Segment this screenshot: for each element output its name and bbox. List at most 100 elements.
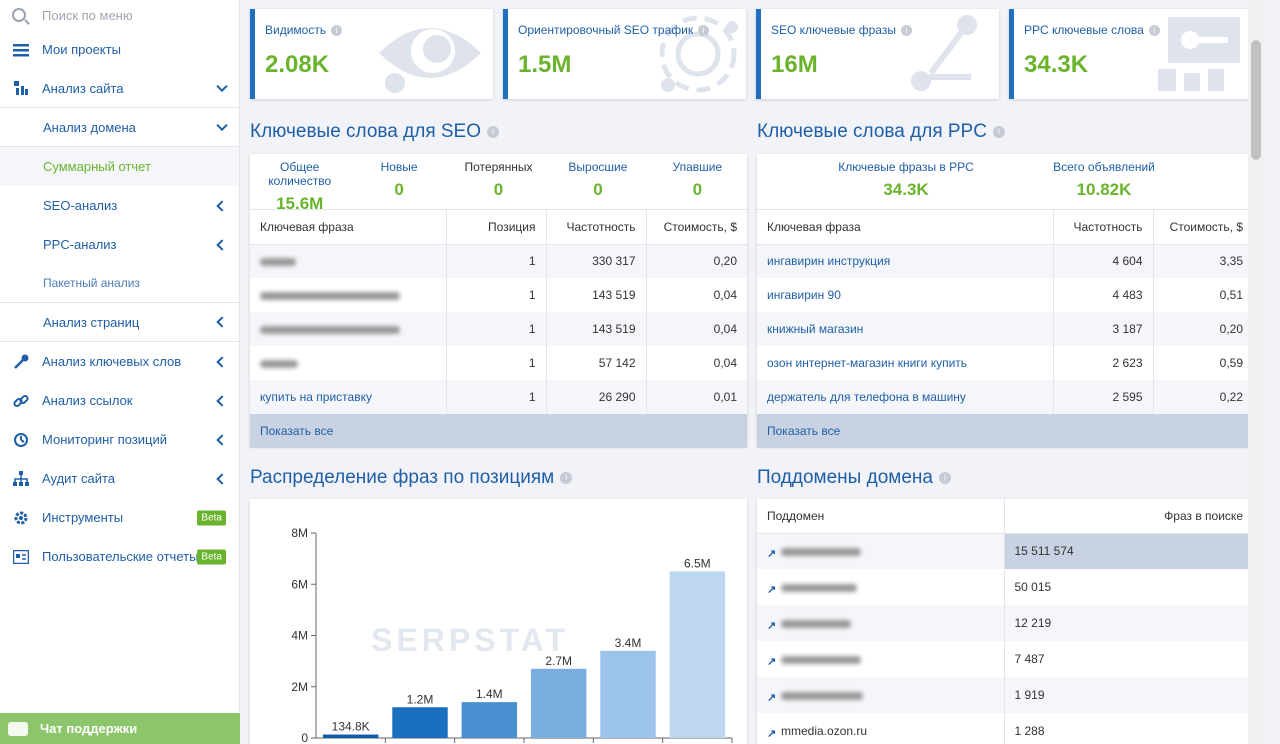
sidebar-item-summary-report[interactable]: Суммарный отчет bbox=[0, 147, 239, 186]
subdomain-cell[interactable]: ↗ mmedia.ozon.ru bbox=[757, 713, 1004, 744]
keyword-cell[interactable]: ингавирин инструкция bbox=[757, 244, 1053, 278]
info-icon[interactable]: i bbox=[900, 24, 912, 36]
info-icon[interactable]: i bbox=[1148, 24, 1160, 36]
sidebar-item-label: Суммарный отчет bbox=[43, 159, 151, 174]
info-icon[interactable]: i bbox=[560, 472, 573, 484]
bar bbox=[392, 707, 448, 738]
frequency-cell: 26 290 bbox=[545, 380, 646, 414]
support-chat-button[interactable]: Чат поддержки bbox=[0, 713, 240, 744]
sidebar-item-position-monitoring[interactable]: Мониторинг позиций bbox=[0, 420, 239, 459]
info-icon[interactable]: i bbox=[698, 24, 710, 36]
column-header[interactable]: Ключевая фраза bbox=[757, 210, 1053, 245]
subdomain-cell[interactable]: ↗ bbox=[757, 569, 1004, 605]
search-icon bbox=[12, 8, 26, 22]
external-link-icon[interactable]: ↗ bbox=[767, 691, 777, 704]
chevron-left-icon bbox=[216, 433, 228, 446]
page-scrollbar[interactable] bbox=[1248, 0, 1264, 744]
ppc-keywords-table: Ключевая фраза Частотность Стоимость, $ … bbox=[757, 210, 1253, 414]
keyword-cell[interactable] bbox=[250, 278, 446, 312]
keyword-cell[interactable]: книжный магазин bbox=[757, 312, 1053, 346]
subdomain-cell[interactable]: ↗ bbox=[757, 677, 1004, 713]
keyword-cell[interactable]: держатель для телефона в машину bbox=[757, 380, 1053, 414]
kpi-seo-traffic: Ориентировочный SEO трафик i 1.5M bbox=[503, 9, 746, 99]
keyword-cell[interactable] bbox=[250, 244, 446, 278]
stat-label: Потерянных bbox=[464, 160, 533, 174]
table-row: ↗ 15 511 574 bbox=[757, 533, 1253, 569]
column-header[interactable]: Стоимость, $ bbox=[1152, 210, 1253, 245]
sidebar-item-tools[interactable]: Инструменты Beta bbox=[0, 498, 239, 537]
column-header[interactable]: Ключевая фраза bbox=[250, 210, 446, 245]
info-icon[interactable]: i bbox=[487, 126, 500, 138]
subdomain-cell[interactable]: ↗ bbox=[757, 605, 1004, 641]
blurred-text bbox=[260, 325, 400, 334]
table-row: ↗ 1 919 bbox=[757, 677, 1253, 713]
table-row: ↗ 12 219 bbox=[757, 605, 1253, 641]
keyword-cell[interactable]: купить на приставку bbox=[250, 380, 446, 414]
external-link-icon[interactable]: ↗ bbox=[767, 548, 777, 561]
external-link-icon[interactable]: ↗ bbox=[767, 727, 777, 740]
keyword-cell[interactable]: озон интернет-магазин книги купить bbox=[767, 356, 968, 370]
cost-cell: 0,01 bbox=[645, 380, 747, 414]
show-all-seo-link[interactable]: Показать все bbox=[250, 414, 747, 448]
stat-label[interactable]: Новые bbox=[380, 160, 418, 174]
stat-declined: Упавшие 0 bbox=[648, 154, 747, 209]
column-header[interactable]: Поддомен bbox=[757, 499, 1004, 534]
table-row: ингавирин 90 4 483 0,51 bbox=[757, 278, 1253, 312]
column-header[interactable]: Стоимость, $ bbox=[645, 210, 747, 245]
subdomain-cell[interactable]: ↗ bbox=[757, 641, 1004, 677]
sidebar-item-seo-analysis[interactable]: SEO-анализ bbox=[0, 186, 239, 225]
info-icon[interactable]: i bbox=[331, 24, 343, 36]
seo-stats: Общее количество 15.6M Новые 0 Потерянных 0… bbox=[250, 154, 747, 213]
sidebar-item-label: Инструменты bbox=[42, 510, 124, 525]
stat-label[interactable]: Всего объявлений bbox=[1053, 160, 1155, 174]
blurred-text bbox=[260, 359, 298, 368]
external-link-icon[interactable]: ↗ bbox=[767, 583, 777, 596]
sidebar-item-label: Мониторинг позиций bbox=[42, 432, 168, 447]
distribution-chart-card: SERPSTAT 0 2M 4M 6M 8M 134.8K 1.2M 1.4M 2.7M 3.4M… bbox=[250, 499, 747, 744]
table-row: ингавирин инструкция 4 604 3,35 bbox=[757, 244, 1253, 278]
column-header[interactable]: Позиция bbox=[445, 210, 546, 245]
scrollbar-thumb[interactable] bbox=[1251, 40, 1261, 160]
stat-label[interactable]: Общее количество bbox=[268, 160, 332, 188]
stat-value: 34.3K bbox=[883, 180, 929, 199]
sidebar-item-label: Анализ страниц bbox=[43, 314, 140, 330]
stat-improved: Выросшие 0 bbox=[548, 154, 647, 209]
sidebar-item-projects[interactable]: Мои проекты bbox=[0, 30, 239, 69]
keyword-cell[interactable] bbox=[250, 312, 446, 346]
key-icon bbox=[12, 353, 30, 371]
stat-label[interactable]: Выросшие bbox=[568, 160, 628, 174]
sidebar-item-domain-analysis[interactable]: Анализ домена bbox=[0, 108, 239, 147]
sidebar-item-site-audit[interactable]: Аудит сайта bbox=[0, 459, 239, 498]
sidebar-item-batch-analysis[interactable]: Пакетный анализ bbox=[0, 264, 239, 303]
keyword-cell[interactable] bbox=[250, 346, 446, 380]
column-header[interactable]: Фраз в поиске bbox=[1003, 499, 1253, 534]
stat-label[interactable]: Ключевые фразы в PPC bbox=[838, 160, 974, 174]
keyword-cell[interactable]: ингавирин 90 bbox=[767, 288, 841, 302]
info-icon[interactable]: i bbox=[938, 472, 951, 484]
sidebar-item-keyword-analysis[interactable]: Анализ ключевых слов bbox=[0, 342, 239, 381]
sidebar-item-custom-reports[interactable]: Пользовательские отчеты Beta bbox=[0, 537, 239, 576]
info-icon[interactable]: i bbox=[992, 126, 1005, 138]
sidebar-item-ppc-analysis[interactable]: PPC-анализ bbox=[0, 225, 239, 264]
column-header[interactable]: Частотность bbox=[545, 210, 646, 245]
column-header[interactable]: Частотность bbox=[1052, 210, 1153, 245]
stat-label[interactable]: Упавшие bbox=[672, 160, 723, 174]
stat-value: 0 bbox=[394, 180, 404, 199]
cost-cell: 0,20 bbox=[1152, 312, 1253, 346]
phrase-count-cell: 7 487 bbox=[1003, 641, 1253, 677]
sidebar-item-page-analysis[interactable]: Анализ страниц bbox=[0, 303, 239, 342]
menu-search-placeholder: Поиск по меню bbox=[42, 7, 133, 23]
subdomain-cell[interactable]: ↗ bbox=[757, 533, 1004, 569]
external-link-icon[interactable]: ↗ bbox=[767, 655, 777, 668]
sidebar-item-link-analysis[interactable]: Анализ ссылок bbox=[0, 381, 239, 420]
ppc-stats: Ключевые фразы в PPC 34.3K Всего объявлен… bbox=[757, 154, 1253, 210]
ppc-icon bbox=[1158, 17, 1240, 91]
phrase-count-cell: 1 288 bbox=[1003, 713, 1253, 744]
chevron-down-icon bbox=[216, 80, 228, 93]
menu-search[interactable]: Поиск по меню bbox=[0, 0, 239, 30]
position-cell: 1 bbox=[445, 346, 546, 380]
external-link-icon[interactable]: ↗ bbox=[767, 619, 777, 632]
phrase-count-cell: 12 219 bbox=[1003, 605, 1253, 641]
show-all-ppc-link[interactable]: Показать все bbox=[757, 414, 1253, 448]
sidebar-item-site-analysis[interactable]: Анализ сайта bbox=[0, 69, 239, 108]
